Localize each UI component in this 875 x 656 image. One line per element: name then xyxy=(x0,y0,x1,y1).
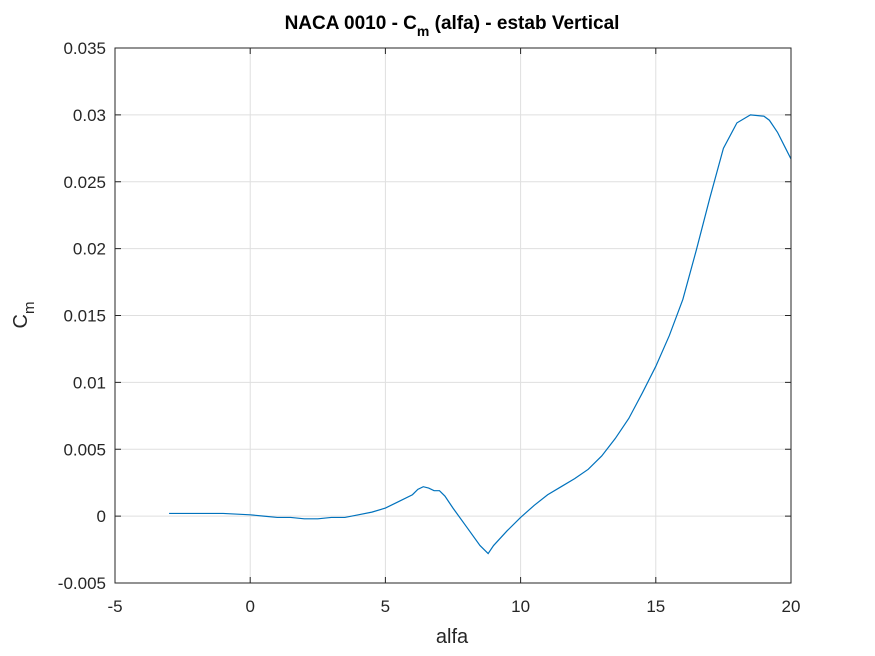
title-subscript: m xyxy=(417,23,429,39)
plot-series xyxy=(169,114,792,555)
x-tick-labels: -5 0 5 10 15 20 xyxy=(107,597,800,616)
x-tick-label: 0 xyxy=(245,597,254,616)
series-line-cm xyxy=(169,114,792,555)
y-tick-label: 0 xyxy=(97,507,106,526)
y-tick-labels: -0.005 0 0.005 0.01 0.015 0.02 0.025 0.03 0.035 xyxy=(58,39,106,593)
y-tick-label: -0.005 xyxy=(58,574,106,593)
x-tick-label: 15 xyxy=(646,597,665,616)
y-tick-label: 0.02 xyxy=(73,240,106,259)
x-tick-label: 20 xyxy=(782,597,801,616)
y-axis-title-main: C xyxy=(10,314,32,328)
y-tick-label: 0.015 xyxy=(63,307,106,326)
tick-marks xyxy=(114,47,792,584)
y-axis-title-subscript: m xyxy=(21,302,38,315)
title-prefix: NACA 0010 - C xyxy=(285,13,418,34)
y-tick-label: 0.01 xyxy=(73,373,106,392)
x-tick-label: 10 xyxy=(511,597,530,616)
x-tick-label: 5 xyxy=(381,597,390,616)
chart-title: NACA 0010 - Cm (alfa) - estab Vertical xyxy=(285,13,620,39)
y-tick-label: 0.035 xyxy=(63,39,106,58)
title-suffix: (alfa) - estab Vertical xyxy=(429,13,619,34)
x-axis-title: alfa xyxy=(436,626,469,648)
x-tick-label: -5 xyxy=(107,597,122,616)
y-tick-label: 0.005 xyxy=(63,440,106,459)
y-tick-label: 0.025 xyxy=(63,173,106,192)
y-axis-title: Cm xyxy=(10,302,38,329)
y-tick-label: 0.03 xyxy=(73,106,106,125)
